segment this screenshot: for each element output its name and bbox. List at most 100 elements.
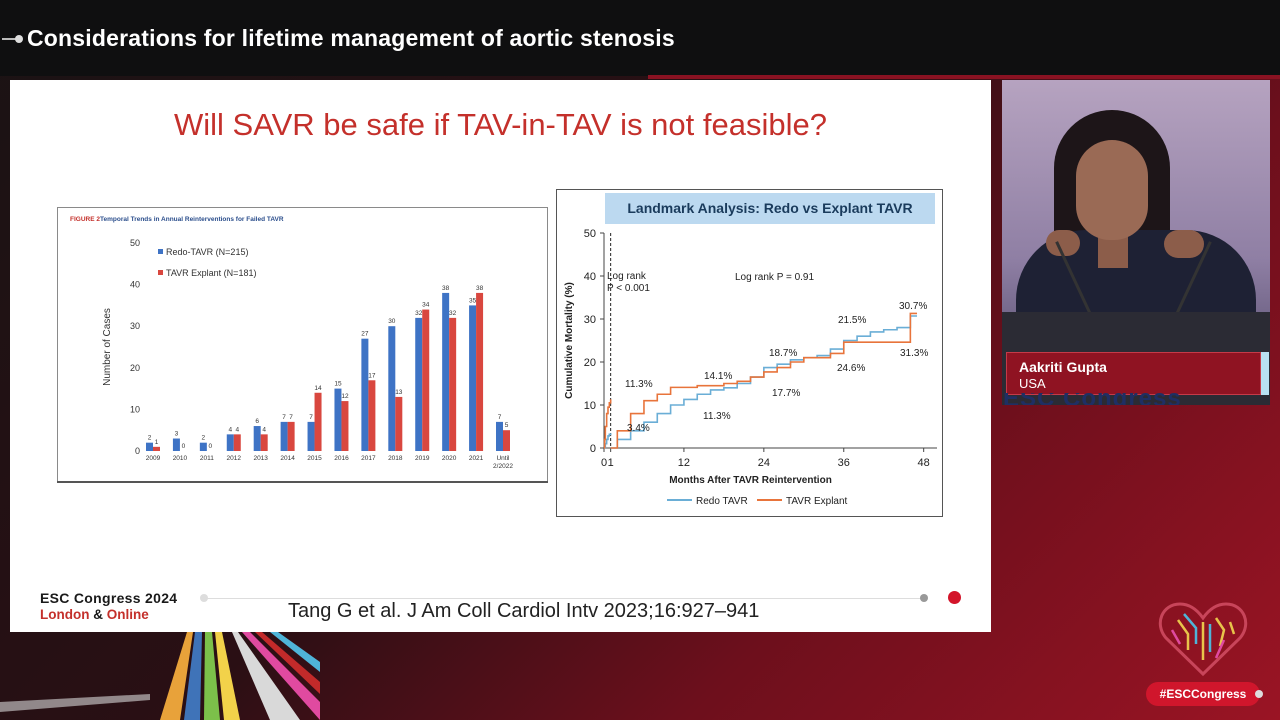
km-y-tick-label: 30 (584, 314, 596, 326)
bar-x-tick-label: 2018 (388, 455, 403, 462)
bar-value-label-redo: 35 (469, 297, 477, 304)
km-x-tick-label: 24 (758, 457, 770, 469)
bar-y-axis-label: Number of Cases (102, 308, 113, 386)
esc-heart-logo-icon (1158, 602, 1248, 677)
bar-explant (260, 434, 268, 451)
km-x-axis-label: Months After TAVR Reintervention (669, 475, 832, 486)
footer-congress-name: ESC Congress 2024 (40, 590, 178, 606)
stripe-yellow (215, 632, 240, 720)
bar-value-label-explant: 12 (341, 393, 349, 400)
stripe-green (204, 632, 220, 720)
slide-citation: Tang G et al. J Am Coll Cardiol Intv 202… (288, 600, 760, 622)
bar-value-label-redo: 27 (361, 331, 369, 338)
bar-value-label-explant: 4 (235, 426, 239, 433)
footer-progress-line (204, 598, 924, 599)
km-y-tick-label: 20 (584, 357, 596, 369)
top-title-bar: Considerations for lifetime management o… (0, 0, 1280, 76)
bar-x-tick-label: 2020 (442, 455, 457, 462)
bar-x-tick-label: 2017 (361, 455, 376, 462)
bar-explant (341, 401, 349, 451)
bar-y-tick-label: 0 (135, 446, 140, 456)
bar-value-label-redo: 7 (309, 414, 313, 421)
bar-x-tick-label-line2: 2/2022 (493, 463, 513, 470)
km-percentage-label: 11.3% (703, 411, 731, 422)
bar-redo (253, 426, 261, 451)
km-percentage-label: 18.7% (769, 348, 797, 359)
stripe-orange (160, 632, 193, 720)
bar-explant (503, 430, 510, 451)
bar-figure-label: FIGURE 2 (70, 216, 100, 223)
bar-value-label-explant: 0 (209, 443, 213, 450)
bar-value-label-redo: 38 (442, 285, 450, 292)
stripe-blue (184, 632, 202, 720)
bar-value-label-redo: 2 (148, 435, 152, 442)
km-curve-explant (603, 312, 918, 449)
footer-online: Online (106, 607, 149, 622)
km-percentage-label: 17.7% (772, 388, 800, 399)
bar-redo (388, 326, 396, 451)
stripe-left-grey (0, 694, 150, 712)
km-percentage-label: 30.7% (899, 301, 927, 312)
bar-y-tick-label: 20 (130, 363, 140, 373)
km-logrank-early-p: P < 0.001 (607, 283, 650, 294)
bar-value-label-redo: 7 (282, 414, 286, 421)
km-percentage-label: 3.4% (627, 423, 650, 434)
bar-explant (233, 434, 241, 451)
footer-location: London & Online (40, 607, 177, 622)
bar-x-tick-label: 2019 (415, 455, 430, 462)
title-bullet-icon (2, 35, 23, 43)
km-percentage-label: 21.5% (838, 315, 866, 326)
decorative-stripes (0, 632, 320, 720)
bar-redo (307, 421, 315, 451)
bar-value-label-explant: 0 (182, 443, 186, 450)
legend-label-redo: Redo-TAVR (N=215) (166, 247, 248, 257)
bar-chart-title: Temporal Trends in Annual Reintervention… (100, 216, 284, 223)
bar-redo (172, 438, 180, 451)
km-x-tick-label: 48 (918, 457, 930, 469)
km-x-tick-label: 12 (678, 457, 690, 469)
bar-y-tick-label: 10 (130, 404, 140, 414)
bar-value-label-redo: 4 (228, 426, 232, 433)
bar-explant (287, 421, 295, 451)
slide-title: Will SAVR be safe if TAV-in-TAV is not f… (174, 107, 827, 142)
bar-value-label-explant: 34 (422, 302, 430, 309)
speaker-name-plate: Aakriti Gupta USA (1006, 352, 1261, 395)
bar-value-label-explant: 14 (314, 385, 322, 392)
bar-value-label-redo: 30 (388, 318, 396, 325)
name-plate-accent (1261, 352, 1269, 395)
title-accent-bar (648, 75, 1280, 79)
legend-swatch-redo (158, 249, 163, 254)
km-y-tick-label: 10 (584, 400, 596, 412)
bar-redo (199, 442, 207, 451)
speaker-country: USA (1019, 376, 1046, 391)
bar-x-tick-label: 2014 (280, 455, 295, 462)
bar-value-label-explant: 7 (289, 414, 293, 421)
landmark-analysis-chart: 0 10 20 30 40 50 0 1 12 24 36 48 Cumulative Mortalit… (556, 189, 943, 517)
bar-redo (442, 292, 450, 451)
reintervention-bar-chart: FIGURE 2 Temporal Trends in Annual Reinte… (57, 207, 548, 483)
km-logrank-early: Log rank (607, 271, 647, 282)
legend-label-explant: TAVR Explant (N=181) (166, 268, 256, 278)
km-percentage-label: 31.3% (900, 348, 928, 359)
bar-explant (153, 446, 160, 451)
km-logrank-late: Log rank P = 0.91 (735, 272, 814, 283)
presentation-slide: Will SAVR be safe if TAV-in-TAV is not f… (10, 80, 991, 632)
bar-x-tick-label: Until (496, 455, 510, 462)
km-legend-label-redo: Redo TAVR (696, 496, 748, 507)
stripe-cyan (270, 632, 320, 672)
bar-redo (226, 434, 234, 451)
bar-y-tick-label: 40 (130, 280, 140, 290)
km-y-tick-label: 50 (584, 228, 596, 240)
bar-value-label-explant: 32 (449, 310, 457, 317)
bar-x-tick-label: 2015 (307, 455, 322, 462)
km-x-tick-label: 36 (838, 457, 850, 469)
km-y-tick-label: 40 (584, 271, 596, 283)
bar-value-label-redo: 32 (415, 310, 423, 317)
bar-value-label-explant: 13 (395, 389, 403, 396)
speaker-face (1076, 140, 1148, 240)
bar-y-tick-label: 30 (130, 321, 140, 331)
stripe-red (255, 632, 320, 694)
km-x-tick-label: 0 (601, 457, 607, 469)
km-chart-title: Landmark Analysis: Redo vs Explant TAVR (605, 193, 935, 224)
bar-explant (449, 317, 457, 451)
